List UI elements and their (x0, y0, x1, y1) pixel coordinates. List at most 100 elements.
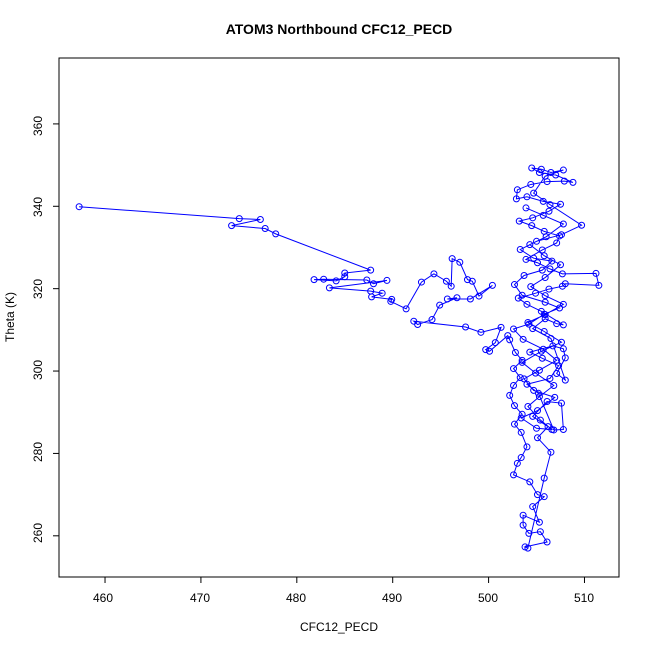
data-point (578, 221, 586, 229)
data-point (561, 280, 569, 288)
data-point (541, 274, 549, 282)
data-point (228, 222, 236, 230)
data-point (520, 271, 528, 279)
data-point (367, 266, 375, 274)
data-point (517, 428, 525, 436)
data-point (516, 374, 524, 382)
data-point (402, 305, 410, 313)
data-point (261, 225, 269, 233)
data-point (535, 393, 543, 401)
data-point (553, 356, 561, 364)
data-point (533, 491, 541, 499)
x-tick-label: 470 (190, 591, 210, 605)
data-point (545, 285, 553, 293)
data-point (510, 381, 518, 389)
data-point (550, 381, 558, 389)
data-point (518, 356, 526, 364)
data-point (448, 255, 456, 263)
data-point (556, 232, 564, 240)
data-point (530, 254, 538, 262)
data-point (235, 215, 243, 223)
plot-frame (58, 57, 620, 578)
x-axis-ticks: 460 470 480 490 500 510 (93, 591, 594, 605)
data-point (475, 292, 483, 300)
data-point (569, 178, 577, 186)
data-point (542, 233, 550, 241)
data-point (529, 325, 537, 333)
data-point (525, 529, 533, 537)
data-point (527, 180, 535, 188)
data-point (320, 275, 328, 283)
data-point (517, 414, 525, 422)
data-point (387, 297, 395, 305)
data-point (529, 503, 537, 511)
data-point (519, 511, 527, 519)
data-point (526, 478, 534, 486)
data-point (453, 294, 461, 302)
data-point (557, 261, 565, 269)
data-point (477, 328, 485, 336)
data-point (540, 493, 548, 501)
data-point (529, 412, 537, 420)
data-point (559, 345, 567, 353)
data-point (546, 265, 554, 273)
data-point (537, 347, 545, 355)
data-point (528, 164, 536, 172)
data-point (497, 323, 505, 331)
data-point (529, 214, 537, 222)
data-point (443, 295, 451, 303)
data-point (510, 420, 518, 428)
data-point (491, 339, 499, 347)
data-point (559, 300, 567, 308)
y-axis-label: Theta (K) (3, 292, 17, 342)
y-tick-label: 340 (31, 197, 45, 217)
data-point (506, 391, 514, 399)
y-tick-label: 320 (31, 279, 45, 299)
data-point (428, 316, 436, 324)
data-point (532, 369, 540, 377)
data-point (523, 193, 531, 201)
data-point (541, 311, 549, 319)
data-point (506, 336, 514, 344)
data-point (541, 315, 549, 323)
y-tick-label: 280 (31, 442, 45, 462)
data-point (310, 276, 318, 284)
data-point (510, 365, 518, 373)
data-point (530, 386, 538, 394)
data-point (383, 276, 391, 284)
data-point (447, 282, 455, 290)
data-point (510, 325, 518, 333)
data-point (519, 521, 527, 529)
data-point (539, 197, 547, 205)
x-tick-label: 500 (478, 591, 498, 605)
data-point (417, 278, 425, 286)
data-point (532, 289, 540, 297)
data-point (463, 276, 471, 284)
x-tick-label: 490 (382, 591, 402, 605)
data-point (546, 201, 554, 209)
data-point (538, 266, 546, 274)
data-point (558, 270, 566, 278)
data-point (341, 269, 349, 277)
data-point (515, 217, 523, 225)
data-point (525, 320, 533, 328)
data-point (557, 338, 565, 346)
data-point (541, 172, 549, 180)
data-point (510, 402, 518, 410)
data-point (468, 277, 476, 285)
data-point (536, 528, 544, 536)
data-point (410, 317, 418, 325)
data-point (522, 255, 530, 263)
data-point (553, 370, 561, 378)
data-point (526, 348, 534, 356)
series-line (79, 167, 600, 549)
data-point (504, 332, 512, 340)
data-point (553, 320, 561, 328)
data-point (462, 323, 470, 331)
data-point (592, 269, 600, 277)
data-point (526, 241, 534, 249)
data-point (557, 399, 565, 407)
data-point (528, 222, 536, 230)
data-point (442, 277, 450, 285)
data-point (539, 345, 547, 353)
